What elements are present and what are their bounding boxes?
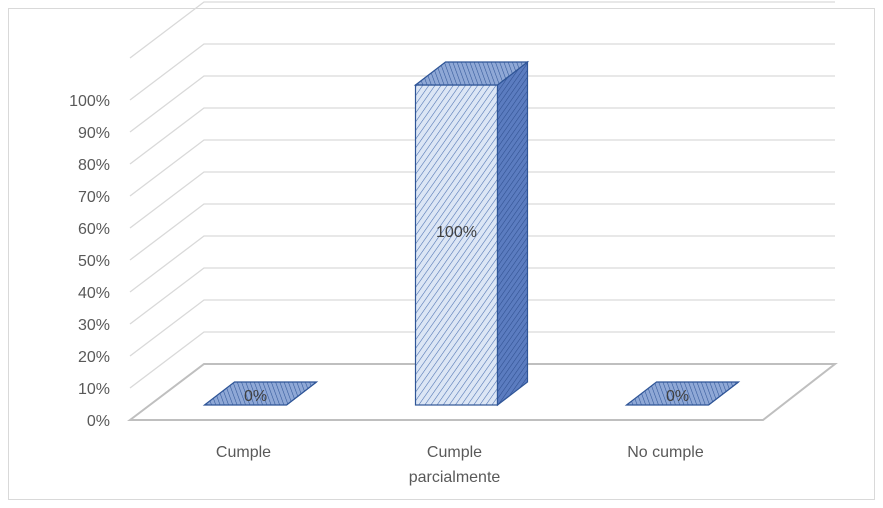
y-tick-label: 80% — [78, 157, 110, 174]
bar — [413, 60, 530, 407]
y-tick-label: 60% — [78, 221, 110, 238]
gridline — [129, 107, 835, 165]
gridline — [129, 299, 835, 357]
bar-top-face — [413, 61, 530, 86]
x-category-label: Cumple parcialmente — [409, 444, 501, 486]
y-tick-label: 40% — [78, 285, 110, 302]
y-axis-tick-labels: 0% 10% 20% 30% 40% 50% 60% 70% 80% 90% 100% — [69, 93, 110, 430]
gridline — [129, 75, 835, 133]
gridline — [129, 43, 835, 101]
bar — [202, 381, 319, 406]
y-tick-label: 70% — [78, 189, 110, 206]
gridline — [129, 331, 835, 389]
y-tick-label: 20% — [78, 349, 110, 366]
bar-front-face — [414, 84, 499, 406]
y-tick-label: 100% — [69, 93, 110, 110]
y-tick-label: 0% — [87, 413, 110, 430]
x-axis-category-labels: Cumple Cumple parcialmente No cumple — [216, 444, 704, 486]
x-category-label: No cumple — [627, 444, 704, 461]
data-label: 100% — [436, 224, 477, 241]
data-label: 0% — [666, 388, 689, 405]
bars: 0% 100% 0% — [202, 60, 741, 407]
bar-top-face — [624, 381, 741, 406]
gridline — [129, 203, 835, 261]
gridline — [129, 235, 835, 293]
data-label: 0% — [244, 388, 267, 405]
x-category-label: Cumple — [216, 444, 271, 461]
y-tick-label: 10% — [78, 381, 110, 398]
gridline — [129, 267, 835, 325]
y-tick-label: 90% — [78, 125, 110, 142]
y-tick-label: 30% — [78, 317, 110, 334]
bar-top-face — [202, 381, 319, 406]
gridline — [129, 171, 835, 229]
bar-side-face — [496, 60, 529, 407]
bar — [624, 381, 741, 406]
gridline — [129, 1, 835, 59]
y-tick-label: 50% — [78, 253, 110, 270]
gridline — [129, 139, 835, 197]
